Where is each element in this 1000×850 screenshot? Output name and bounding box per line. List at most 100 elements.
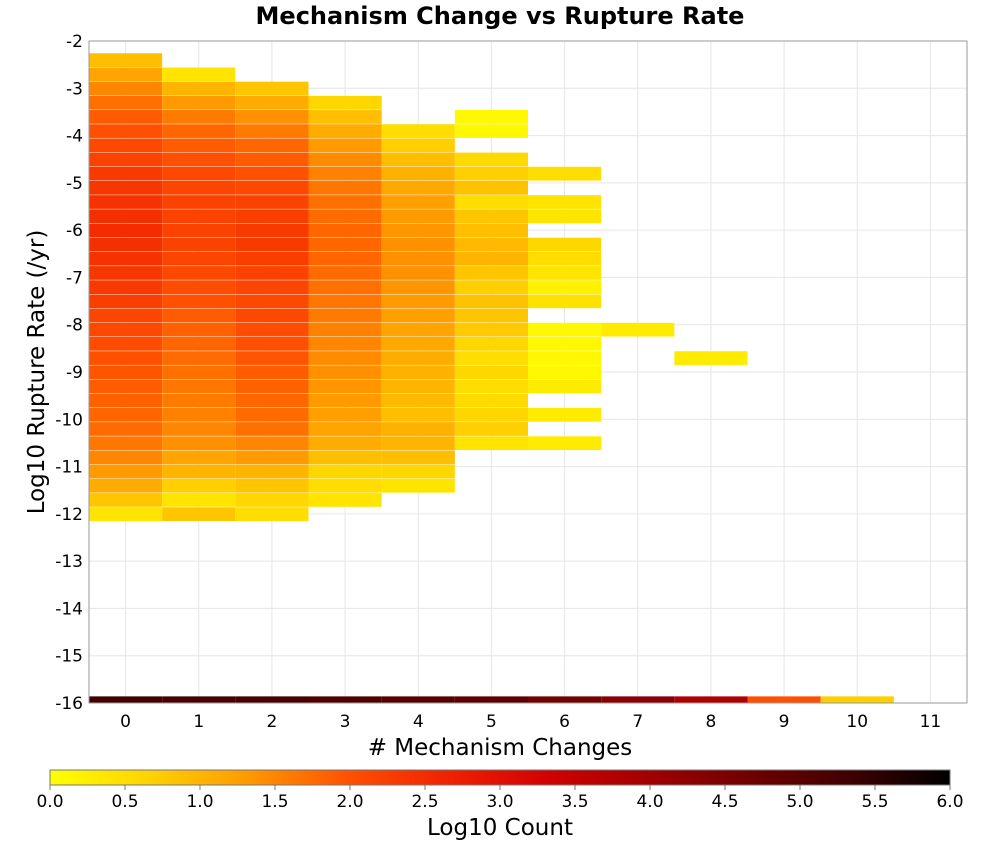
heatmap-cell <box>235 507 309 521</box>
y-tick-label: -10 <box>55 410 83 430</box>
x-tick-label: 1 <box>193 712 204 732</box>
heatmap-cell <box>162 507 236 521</box>
heatmap-cell <box>308 450 382 465</box>
heatmap-cell <box>89 422 163 436</box>
heatmap-cell-bottom <box>381 696 455 703</box>
heatmap-cell <box>528 195 602 209</box>
heatmap-cell <box>528 351 602 365</box>
colorbar-tick-label: 5.0 <box>786 792 813 812</box>
heatmap-cell <box>162 493 236 507</box>
heatmap-cell <box>89 280 163 295</box>
y-tick-label: -8 <box>66 316 83 336</box>
y-axis-label: Log10 Rupture Rate (/yr) <box>24 230 50 515</box>
heatmap-cell <box>235 152 309 167</box>
heatmap-cell <box>235 251 309 266</box>
colorbar-tick-label: 4.5 <box>711 792 738 812</box>
heatmap-cell <box>89 308 163 323</box>
colorbar-tick-label: 0.5 <box>111 792 138 812</box>
heatmap-cell <box>235 351 309 365</box>
heatmap-cell <box>381 124 455 138</box>
heatmap-cell <box>454 379 528 394</box>
heatmap-cell-bottom <box>454 696 528 703</box>
y-tick-label: -5 <box>66 174 83 194</box>
heatmap-cell <box>235 337 309 351</box>
x-tick-label: 0 <box>120 712 131 732</box>
heatmap-cell <box>235 124 309 138</box>
heatmap-cell <box>162 379 236 394</box>
heatmap-cell <box>89 124 163 138</box>
heatmap-cell <box>89 351 163 365</box>
heatmap-cell <box>381 195 455 209</box>
heatmap-cell <box>308 493 382 507</box>
heatmap-cell <box>235 138 309 153</box>
heatmap-cell <box>454 280 528 295</box>
colorbar-tick-label: 1.0 <box>186 792 213 812</box>
heatmap-cell <box>308 138 382 153</box>
heatmap-cell <box>308 337 382 351</box>
heatmap-cell <box>162 294 236 309</box>
heatmap-cell <box>89 138 163 153</box>
heatmap-cell <box>162 436 236 451</box>
colorbar-tick-label: 3.0 <box>486 792 513 812</box>
heatmap-cell <box>308 365 382 380</box>
heatmap-cell <box>89 393 163 408</box>
heatmap-cell <box>381 464 455 479</box>
heatmap-cell-bottom <box>528 696 602 703</box>
heatmap-cell <box>381 237 455 252</box>
heatmap-cell <box>528 337 602 351</box>
heatmap-cell <box>674 351 748 365</box>
heatmap-cell-bottom <box>308 696 382 703</box>
heatmap-cell <box>235 308 309 323</box>
heatmap-cell <box>89 478 163 493</box>
chart-title: Mechanism Change vs Rupture Rate <box>256 2 745 30</box>
heatmap-cell <box>89 337 163 351</box>
heatmap-cell <box>235 393 309 408</box>
heatmap-cell <box>308 422 382 436</box>
heatmap-cell <box>454 422 528 436</box>
heatmap-cells <box>89 53 894 703</box>
heatmap-cell <box>308 478 382 493</box>
heatmap-cell <box>308 95 382 110</box>
heatmap-cell <box>381 166 455 181</box>
heatmap-cell <box>162 308 236 323</box>
heatmap-cell <box>454 322 528 337</box>
heatmap-cell-bottom <box>235 696 309 703</box>
heatmap-cell <box>89 407 163 422</box>
heatmap-cell <box>162 223 236 238</box>
heatmap-cell <box>454 393 528 408</box>
heatmap-cell <box>162 478 236 493</box>
heatmap-cell <box>454 180 528 195</box>
heatmap-cell <box>381 322 455 337</box>
heatmap-cell <box>381 379 455 394</box>
heatmap-cell <box>162 95 236 110</box>
heatmap-cell <box>235 422 309 436</box>
x-tick-label: 7 <box>632 712 643 732</box>
heatmap-cell <box>528 322 602 337</box>
heatmap-cell <box>89 322 163 337</box>
heatmap-cell <box>89 195 163 209</box>
heatmap-cell <box>162 237 236 252</box>
heatmap-cell <box>89 294 163 309</box>
heatmap-cell <box>235 209 309 224</box>
heatmap-cell <box>235 436 309 451</box>
heatmap-cell <box>454 251 528 266</box>
y-tick-label: -2 <box>66 32 83 52</box>
y-tick-label: -7 <box>66 268 83 288</box>
heatmap-cell <box>89 251 163 266</box>
heatmap-cell <box>381 478 455 493</box>
colorbar <box>49 769 951 786</box>
colorbar-tick-label: 1.5 <box>261 792 288 812</box>
heatmap-cell <box>381 266 455 280</box>
heatmap-cell <box>162 209 236 224</box>
heatmap-cell <box>235 407 309 422</box>
x-tick-label: 9 <box>779 712 790 732</box>
heatmap-cell <box>308 379 382 394</box>
heatmap-cell <box>308 393 382 408</box>
heatmap-cell <box>89 507 163 521</box>
heatmap-cell <box>162 464 236 479</box>
y-tick-label: -13 <box>55 552 83 572</box>
heatmap-cell <box>235 266 309 280</box>
heatmap-cell <box>454 308 528 323</box>
heatmap-cell <box>235 110 309 124</box>
heatmap-cell <box>235 195 309 209</box>
